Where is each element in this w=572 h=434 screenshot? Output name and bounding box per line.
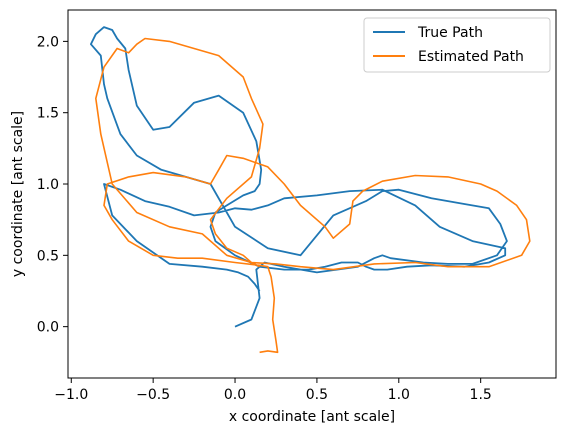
x-tick-label: −1.0 xyxy=(54,387,88,403)
y-axis: 0.0 0.5 1.0 1.5 2.0 xyxy=(37,34,68,336)
legend: True Path Estimated Path xyxy=(363,17,551,73)
series-line-estimated-path xyxy=(95,37,531,354)
y-tick-label: 2.0 xyxy=(37,34,59,50)
x-tick-label: 0.0 xyxy=(224,387,246,403)
plot-lines xyxy=(90,26,531,354)
y-tick-label: 1.5 xyxy=(37,106,59,122)
x-tick-label: 0.5 xyxy=(306,387,328,403)
legend-label-estimated-path: Estimated Path xyxy=(418,49,524,65)
legend-box xyxy=(363,17,551,73)
x-tick-label: 1.0 xyxy=(388,387,410,403)
plot-frame xyxy=(67,9,557,379)
x-axis: −1.0 −0.5 0.0 0.5 1.0 1.5 xyxy=(54,378,492,403)
x-axis-label: x coordinate [ant scale] xyxy=(229,409,395,425)
y-tick-label: 1.0 xyxy=(37,177,59,193)
x-tick-label: −0.5 xyxy=(136,387,170,403)
x-tick-label: 1.5 xyxy=(470,387,492,403)
y-tick-label: 0.0 xyxy=(37,320,59,336)
y-axis-label: y coordinate [ant scale] xyxy=(10,111,26,277)
y-tick-label: 0.5 xyxy=(37,248,59,264)
legend-label-true-path: True Path xyxy=(417,25,483,41)
series-line-true-path xyxy=(90,26,508,328)
